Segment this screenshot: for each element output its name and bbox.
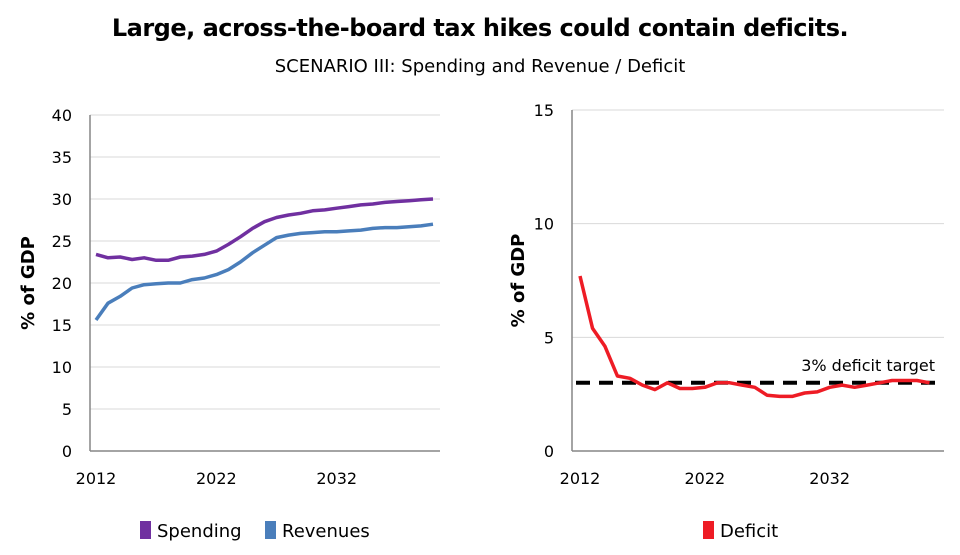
deficit-target-label: 3% deficit target [801, 356, 935, 375]
legend-label-revenues: Revenues [282, 521, 370, 542]
x-tick-label: 2032 [316, 469, 357, 488]
chart-title: Large, across-the-board tax hikes could … [111, 14, 849, 42]
x-tick-label: 2012 [76, 469, 117, 488]
legend-swatch-revenues [265, 521, 276, 539]
y-tick-label: 35 [52, 148, 72, 167]
y-tick-label: 25 [52, 232, 72, 251]
chart-subtitle: SCENARIO III: Spending and Revenue / Def… [274, 56, 686, 77]
y-tick-label: 30 [52, 190, 72, 209]
y-axis-label: % of GDP [18, 236, 39, 330]
y-tick-label: 0 [62, 442, 72, 461]
legend-swatch-spending [140, 521, 151, 539]
series-line-deficit [578, 275, 930, 399]
y-tick-label: 10 [52, 358, 72, 377]
x-tick-label: 2032 [809, 469, 850, 488]
y-tick-label: 15 [534, 101, 554, 120]
y-tick-label: 15 [52, 316, 72, 335]
x-tick-label: 2012 [560, 469, 601, 488]
y-axis-label: % of GDP [508, 234, 529, 328]
series-line-revenues [94, 222, 434, 322]
y-tick-label: 5 [544, 328, 554, 347]
y-tick-label: 40 [52, 106, 72, 125]
legend-swatch-deficit [703, 521, 714, 539]
y-tick-label: 5 [62, 400, 72, 419]
y-tick-label: 10 [534, 215, 554, 234]
y-tick-label: 20 [52, 274, 72, 293]
legend-label-deficit: Deficit [720, 521, 778, 542]
x-tick-label: 2022 [684, 469, 725, 488]
legend-label-spending: Spending [157, 521, 242, 542]
y-tick-label: 0 [544, 442, 554, 461]
series-line-spending [95, 197, 434, 263]
x-tick-label: 2022 [196, 469, 237, 488]
